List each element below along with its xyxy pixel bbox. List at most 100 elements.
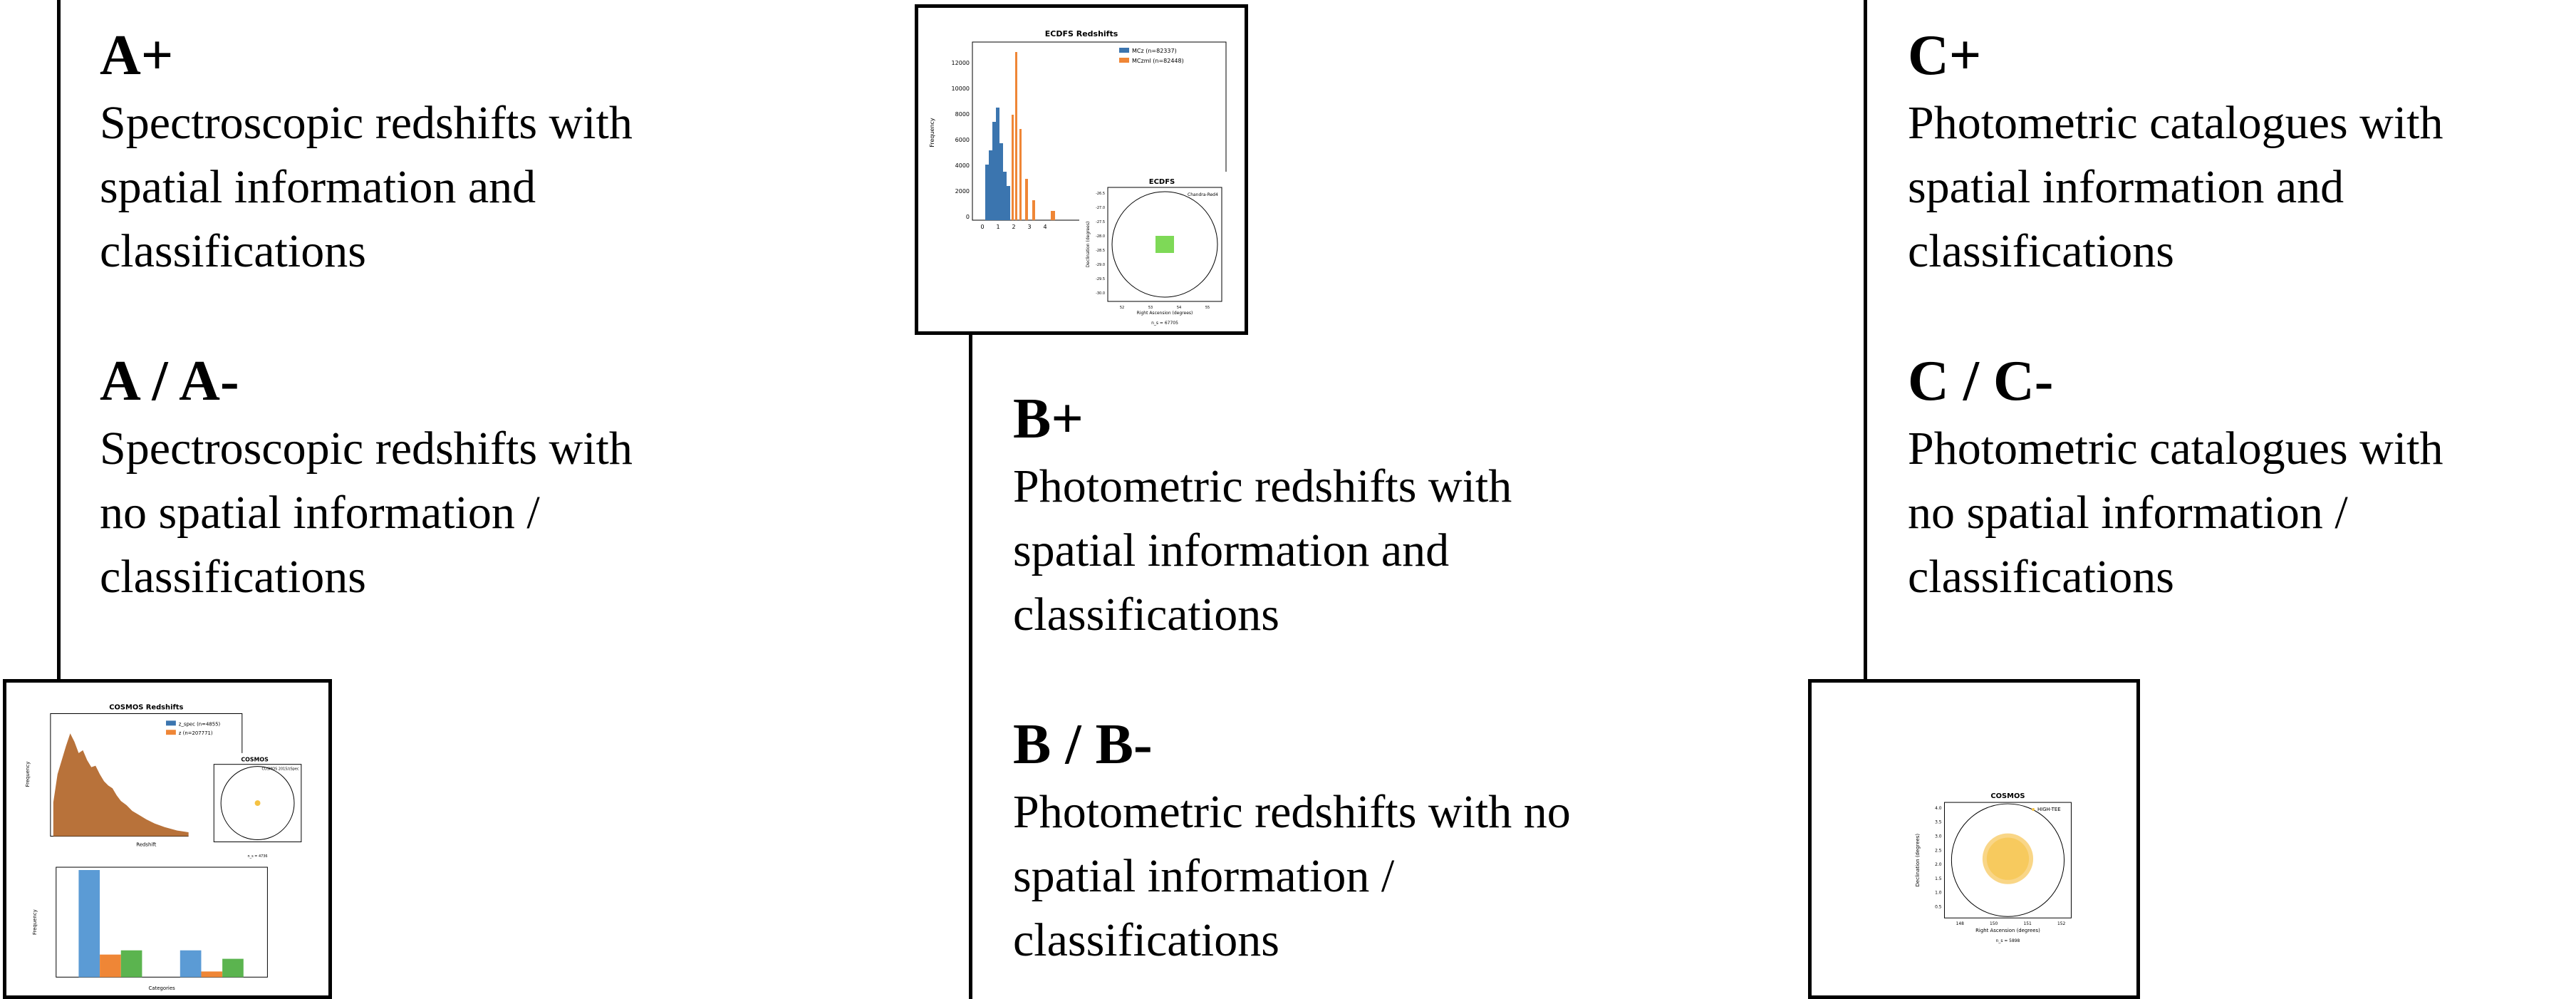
ecdfs-legend-0: MCz (n=82337) bbox=[1132, 48, 1177, 54]
desc-line: classifications bbox=[1908, 225, 2174, 277]
desc-line: spatial information and bbox=[1013, 524, 1450, 576]
ecdfs-figure: ECDFS Redshifts Frequency 12000 10000 80… bbox=[929, 29, 1245, 331]
desc-line: Photometric redshifts with no bbox=[1013, 786, 1571, 838]
hist-bar bbox=[1051, 211, 1055, 220]
cosmos-phot-raticks: 148 150 151 152 bbox=[1956, 921, 2066, 926]
xtick-label: 4 bbox=[1043, 224, 1046, 230]
cosmos-hist-title: COSMOS Redshifts bbox=[109, 704, 183, 712]
hist-bar bbox=[989, 150, 992, 220]
desc-line: spatial information / bbox=[1013, 850, 1395, 902]
xtick-label: 0 bbox=[980, 224, 984, 230]
divider-line-b bbox=[969, 331, 972, 999]
cosmos-legend-1: z (n=207771) bbox=[179, 730, 213, 736]
cosmos-sky-panel bbox=[188, 752, 320, 852]
desc-line: no spatial information / bbox=[100, 487, 540, 539]
dec-tick: -29.0 bbox=[1096, 263, 1105, 267]
hist-bar bbox=[996, 108, 999, 220]
category-bar bbox=[201, 971, 223, 978]
cosmos-phot-figure: COSMOS HIGH-TEE Declination (degrees) 4.… bbox=[1915, 792, 2072, 943]
dec-tick: -30.0 bbox=[1096, 291, 1105, 296]
cosmos-freq-label: Frequency bbox=[25, 762, 31, 787]
ra-tick: 151 bbox=[2023, 921, 2032, 926]
cosmos-phot-ylabel: Declination (degrees) bbox=[1915, 834, 1921, 887]
ecdfs-legend-1: MCzml (n=82448) bbox=[1132, 58, 1184, 64]
cosmos-cat-label: Categories bbox=[148, 985, 175, 991]
ecdfs-yticks: 12000 10000 8000 6000 4000 2000 0 bbox=[952, 60, 970, 220]
cosmos-spec-figure: COSMOS Redshifts Frequency z_spec (n=485… bbox=[25, 704, 320, 991]
dec-tick: 2.5 bbox=[1935, 848, 1942, 853]
dec-tick: 1.5 bbox=[1935, 876, 1942, 881]
desc-line: no spatial information / bbox=[1908, 487, 2348, 539]
xtick-label: 1 bbox=[996, 224, 999, 230]
hist-bar bbox=[992, 122, 996, 220]
dec-tick: 4.0 bbox=[1935, 806, 1942, 811]
cosmos-phot-sky-legend: HIGH-TEE bbox=[2037, 807, 2061, 812]
ytick-label: 2000 bbox=[955, 188, 970, 195]
ecdfs-coverage-patch bbox=[1155, 236, 1174, 253]
desc-line: Photometric catalogues with bbox=[1908, 97, 2443, 149]
grade-a-minus-description: Spectroscopic redshifts with no spatial … bbox=[100, 417, 633, 609]
dec-tick: 3.0 bbox=[1935, 834, 1942, 839]
category-bar bbox=[180, 950, 202, 978]
ra-tick: 150 bbox=[1990, 921, 1998, 926]
ra-tick: 148 bbox=[1956, 921, 1965, 926]
cosmos-footnote: n_s = 4736 bbox=[248, 854, 268, 859]
grade-c-plus-description: Photometric catalogues with spatial info… bbox=[1908, 91, 2443, 284]
cosmos-bar-frame bbox=[56, 866, 268, 978]
grade-b-minus-title: B / B- bbox=[1013, 713, 1153, 776]
cosmos-sky-circle bbox=[220, 766, 295, 840]
cosmos-phot-footnote: n_s = 5898 bbox=[1996, 938, 2020, 943]
divider-line-c bbox=[1864, 0, 1867, 680]
legend-swatch bbox=[1119, 58, 1129, 63]
cosmos-phot-patch-core bbox=[1986, 837, 2030, 880]
ecdfs-footnote: n_s = 67705 bbox=[1151, 321, 1178, 326]
ytick-label: 6000 bbox=[955, 137, 970, 143]
grade-b-minus-description: Photometric redshifts with no spatial in… bbox=[1013, 780, 1571, 973]
ra-tick: 152 bbox=[2057, 921, 2066, 926]
ytick-label: 12000 bbox=[952, 60, 970, 66]
ecdfs-xticks: 0 1 2 3 4 bbox=[980, 224, 1046, 230]
desc-line: spatial information and bbox=[100, 161, 536, 213]
ecdfs-xlabel: Right Ascension (degrees) bbox=[1137, 311, 1193, 316]
hist-bar bbox=[1003, 172, 1007, 220]
desc-line: classifications bbox=[1013, 914, 1279, 966]
legend-swatch bbox=[166, 730, 176, 735]
desc-line: classifications bbox=[100, 225, 366, 277]
grade-b-plus-description: Photometric redshifts with spatial infor… bbox=[1013, 455, 1512, 647]
grade-c-plus-title: C+ bbox=[1908, 24, 1982, 87]
dec-tick: -27.5 bbox=[1096, 220, 1105, 224]
ytick-label: 10000 bbox=[952, 86, 970, 92]
ecdfs-sky-title: ECDFS bbox=[1149, 178, 1175, 186]
cosmos-bar-freq-label: Frequency bbox=[32, 909, 38, 935]
hist-bar bbox=[1019, 129, 1022, 220]
category-bar bbox=[78, 870, 100, 978]
cosmos-legend-0: z_spec (n=4855) bbox=[179, 721, 221, 727]
cosmos-phot-sky-frame bbox=[1943, 802, 2072, 918]
dec-tick: -28.5 bbox=[1096, 249, 1105, 253]
grade-c-minus-description: Photometric catalogues with no spatial i… bbox=[1908, 417, 2443, 609]
category-bar bbox=[120, 950, 142, 978]
ytick-label: 4000 bbox=[955, 162, 970, 169]
hist-bar bbox=[985, 165, 989, 220]
divider-line-a bbox=[57, 0, 61, 680]
dec-tick: -29.5 bbox=[1096, 277, 1105, 281]
ra-tick: 52 bbox=[1120, 306, 1124, 310]
category-bar bbox=[100, 954, 121, 978]
ra-tick: 53 bbox=[1148, 306, 1153, 310]
dec-tick: 1.0 bbox=[1935, 891, 1942, 896]
desc-line: classifications bbox=[100, 551, 366, 603]
ecdfs-raticks: 52 53 54 55 bbox=[1120, 306, 1210, 310]
ecdfs-thumbnail: ECDFS Redshifts Frequency 12000 10000 80… bbox=[915, 4, 1248, 335]
ecdfs-histogram-bars bbox=[985, 52, 1055, 220]
cosmos-phot-sky-title: COSMOS bbox=[1990, 792, 2025, 800]
dec-tick: -27.0 bbox=[1096, 206, 1105, 210]
cosmos-spec-thumbnail: COSMOS Redshifts Frequency z_spec (n=485… bbox=[3, 679, 332, 999]
cosmos-spec-patch bbox=[254, 800, 261, 807]
desc-line: spatial information and bbox=[1908, 161, 2344, 213]
ra-tick: 54 bbox=[1177, 306, 1181, 310]
cosmos-phot-xlabel: Right Ascension (degrees) bbox=[1975, 928, 2040, 933]
cosmos-hist-shape bbox=[53, 733, 241, 837]
legend-marker bbox=[2032, 807, 2035, 811]
ecdfs-ylabel: Declination (degrees) bbox=[1086, 222, 1091, 268]
grade-a-plus-description: Spectroscopic redshifts with spatial inf… bbox=[100, 91, 633, 284]
